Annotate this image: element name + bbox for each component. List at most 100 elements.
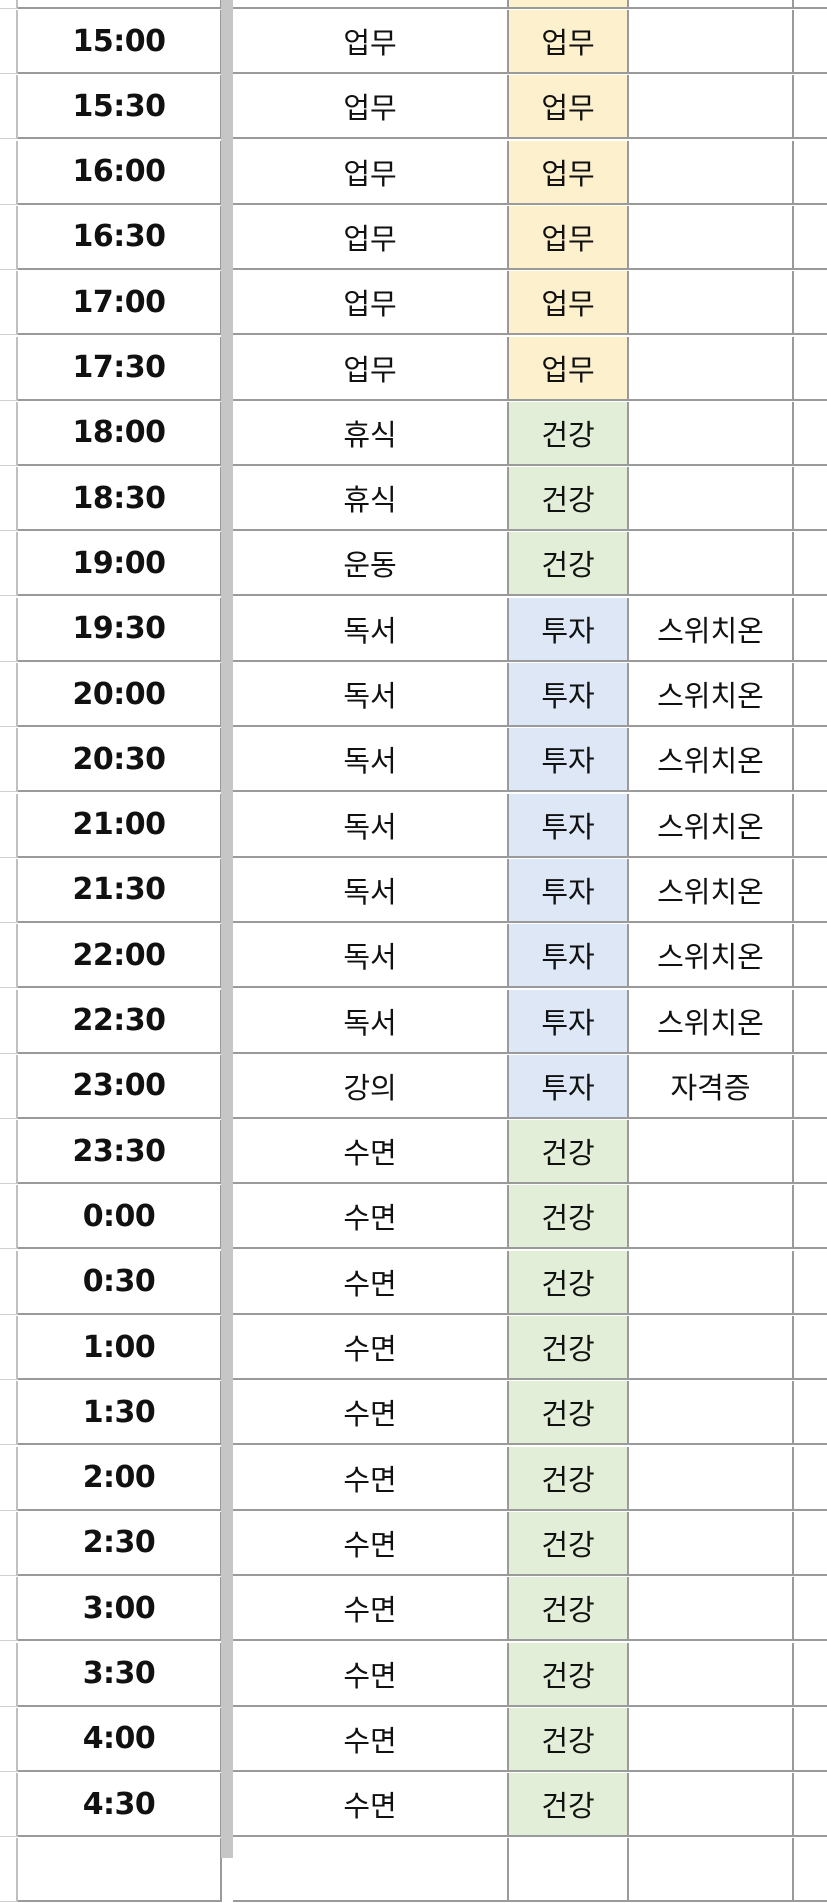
activity-cell[interactable]: 수면 (233, 1120, 509, 1185)
empty-cell[interactable] (794, 598, 827, 662)
time-cell[interactable]: 18:30 (18, 467, 222, 532)
time-cell[interactable]: 16:30 (18, 205, 222, 270)
activity-cell[interactable]: 업무 (233, 75, 509, 140)
empty-cell[interactable] (794, 924, 827, 989)
category-cell[interactable]: 업무 (509, 271, 629, 336)
category-cell[interactable]: 투자 (509, 989, 629, 1054)
empty-cell[interactable] (794, 1577, 827, 1642)
note-cell[interactable] (629, 1642, 794, 1707)
time-cell[interactable]: 1:30 (18, 1381, 222, 1446)
activity-cell[interactable]: 운동 (233, 532, 509, 597)
note-cell[interactable] (629, 1446, 794, 1511)
category-cell[interactable]: 투자 (509, 924, 629, 989)
time-cell[interactable]: 23:30 (18, 1120, 222, 1185)
time-cell[interactable]: 0:00 (18, 1185, 222, 1250)
activity-cell[interactable]: 휴식 (233, 401, 509, 466)
note-cell[interactable] (629, 467, 794, 532)
empty-cell[interactable] (794, 1708, 827, 1772)
activity-cell[interactable]: 휴식 (233, 467, 509, 532)
note-cell[interactable] (629, 140, 794, 205)
category-cell[interactable]: 건강 (509, 1185, 629, 1250)
note-cell[interactable] (629, 1120, 794, 1185)
activity-cell[interactable] (233, 0, 509, 9)
category-cell[interactable]: 건강 (509, 467, 629, 532)
note-cell[interactable] (629, 532, 794, 597)
time-cell[interactable]: 20:30 (18, 728, 222, 793)
category-cell[interactable]: 투자 (509, 728, 629, 793)
time-cell[interactable]: 19:30 (18, 597, 222, 662)
empty-cell[interactable] (794, 1120, 827, 1185)
note-cell[interactable] (629, 75, 794, 140)
category-cell[interactable]: 건강 (509, 1316, 629, 1380)
category-cell[interactable]: 업무 (509, 140, 629, 205)
activity-cell[interactable]: 독서 (233, 793, 509, 858)
activity-cell[interactable]: 독서 (233, 597, 509, 662)
category-cell[interactable]: 건강 (509, 1642, 629, 1707)
note-cell[interactable] (629, 1577, 794, 1642)
empty-cell[interactable] (794, 728, 827, 793)
category-cell[interactable]: 건강 (509, 1446, 629, 1511)
time-cell[interactable]: 4:00 (18, 1707, 222, 1772)
time-cell[interactable]: 17:30 (18, 336, 222, 401)
time-cell[interactable]: 21:00 (18, 793, 222, 858)
empty-cell[interactable] (794, 337, 827, 401)
activity-cell[interactable]: 수면 (233, 1316, 509, 1380)
category-cell[interactable]: 건강 (509, 1773, 629, 1838)
note-cell[interactable] (629, 1773, 794, 1838)
note-cell[interactable]: 스위치온 (629, 793, 794, 858)
activity-cell[interactable]: 업무 (233, 205, 509, 270)
activity-cell[interactable]: 업무 (233, 10, 509, 74)
category-cell[interactable]: 건강 (509, 1511, 629, 1576)
empty-cell[interactable] (794, 1251, 827, 1315)
empty-cell[interactable] (794, 532, 827, 597)
time-cell[interactable]: 20:00 (18, 663, 222, 727)
empty-cell[interactable] (794, 990, 827, 1054)
activity-cell[interactable]: 수면 (233, 1250, 509, 1315)
category-cell[interactable]: 투자 (509, 597, 629, 662)
time-cell[interactable]: 22:30 (18, 989, 222, 1054)
note-cell[interactable] (629, 401, 794, 466)
note-cell[interactable]: 스위치온 (629, 663, 794, 727)
time-cell[interactable]: 15:00 (18, 10, 222, 74)
note-cell[interactable] (629, 0, 794, 9)
activity-cell[interactable]: 강의 (233, 1054, 509, 1119)
empty-cell[interactable] (794, 1773, 827, 1838)
empty-cell[interactable] (794, 467, 827, 532)
time-cell[interactable]: 15:30 (18, 75, 222, 140)
note-cell[interactable] (629, 1250, 794, 1315)
time-cell[interactable]: 4:30 (18, 1773, 222, 1838)
note-cell[interactable]: 스위치온 (629, 597, 794, 662)
activity-cell[interactable]: 수면 (233, 1773, 509, 1838)
empty-cell[interactable] (794, 141, 827, 205)
category-cell[interactable]: 건강 (509, 401, 629, 466)
empty-cell[interactable] (794, 1185, 827, 1250)
activity-cell[interactable]: 업무 (233, 336, 509, 401)
empty-cell[interactable] (794, 1381, 827, 1446)
activity-cell[interactable]: 업무 (233, 140, 509, 205)
note-cell[interactable] (629, 271, 794, 336)
time-cell[interactable] (18, 0, 222, 9)
category-cell[interactable]: 건강 (509, 532, 629, 597)
note-cell[interactable] (629, 1381, 794, 1446)
category-cell[interactable] (509, 1838, 629, 1903)
time-cell[interactable]: 18:00 (18, 401, 222, 466)
category-cell[interactable]: 건강 (509, 1381, 629, 1446)
note-cell[interactable] (629, 1511, 794, 1576)
frozen-pane-divider[interactable] (221, 0, 233, 1858)
category-cell[interactable] (509, 0, 629, 9)
note-cell[interactable] (629, 10, 794, 74)
empty-cell[interactable] (794, 402, 827, 466)
category-cell[interactable]: 투자 (509, 663, 629, 727)
note-cell[interactable] (629, 1185, 794, 1250)
activity-cell[interactable]: 업무 (233, 271, 509, 336)
activity-cell[interactable]: 수면 (233, 1381, 509, 1446)
activity-cell[interactable]: 수면 (233, 1577, 509, 1642)
time-cell[interactable]: 23:00 (18, 1054, 222, 1119)
time-cell[interactable]: 17:00 (18, 271, 222, 336)
time-cell[interactable]: 2:30 (18, 1511, 222, 1576)
empty-cell[interactable] (794, 794, 827, 858)
empty-cell[interactable] (794, 1055, 827, 1119)
activity-cell[interactable]: 수면 (233, 1185, 509, 1250)
activity-cell[interactable]: 독서 (233, 728, 509, 793)
empty-cell[interactable] (794, 663, 827, 727)
